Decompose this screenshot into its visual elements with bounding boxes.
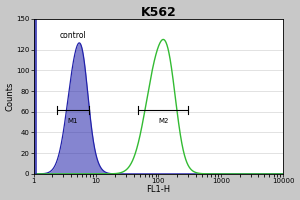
Title: K562: K562	[140, 6, 176, 19]
Y-axis label: Counts: Counts	[6, 82, 15, 111]
Text: M1: M1	[68, 118, 78, 124]
Text: M2: M2	[158, 118, 169, 124]
Text: control: control	[60, 31, 87, 40]
X-axis label: FL1-H: FL1-H	[146, 185, 170, 194]
